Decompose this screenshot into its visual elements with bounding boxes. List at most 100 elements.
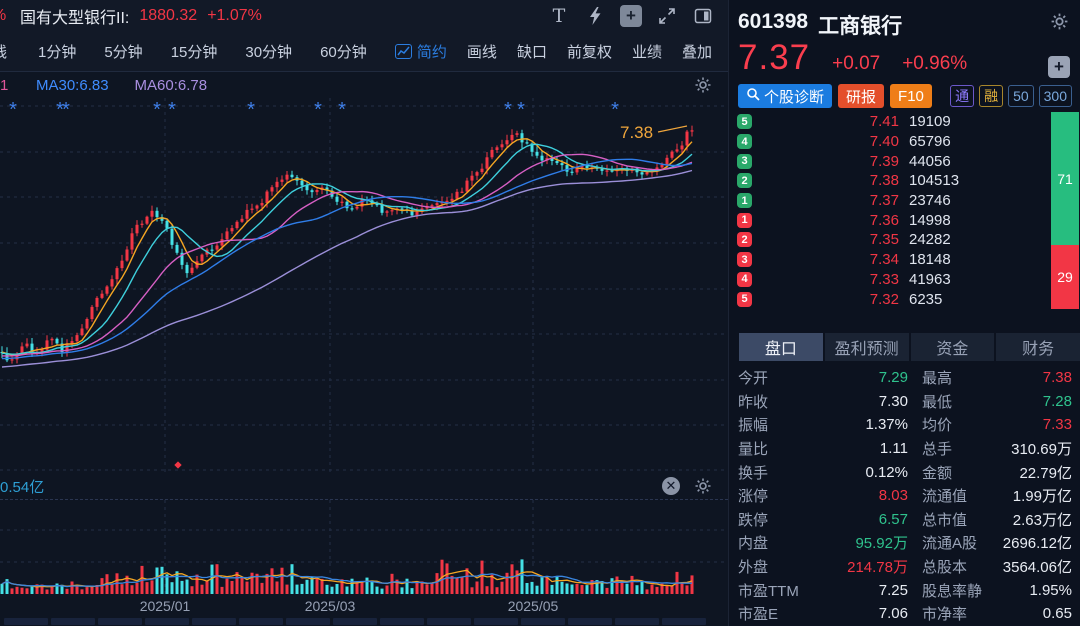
navigator-segment[interactable] xyxy=(521,618,565,625)
clipped-timeframe-tab[interactable]: 线 xyxy=(0,41,10,62)
ask-volume: 23746 xyxy=(909,192,951,210)
stat-value: 0.65 xyxy=(1042,605,1072,623)
index-change: +1.07% xyxy=(207,7,262,24)
stat-value: 1.37% xyxy=(865,416,908,434)
navigator-segment[interactable] xyxy=(333,618,377,625)
bid-row-4[interactable]: 4 7.33 41963 xyxy=(729,270,1080,290)
stat-value: 2696.12亿 xyxy=(1002,535,1072,553)
main-chart-settings-gear-icon[interactable] xyxy=(694,76,712,94)
stat-label: 市盈E xyxy=(738,606,779,624)
navigator-segment[interactable] xyxy=(662,618,706,625)
chart-tool-label: 画线 xyxy=(466,44,497,61)
price-quote: 7.37 +0.07 +0.96% xyxy=(738,38,967,78)
stat-value: 7.29 xyxy=(878,369,908,387)
chart-tool-5[interactable]: 业绩 xyxy=(632,41,662,62)
market-badge-300[interactable]: 300 xyxy=(1038,85,1072,107)
market-badge-50[interactable]: 50 xyxy=(1008,85,1034,107)
action-button-2[interactable]: 研报 xyxy=(838,84,885,108)
timeframe-tab-4[interactable]: 30分钟 xyxy=(245,44,293,61)
ask-volume: 44056 xyxy=(909,152,951,170)
add-watchlist-button[interactable]: + xyxy=(1048,56,1070,78)
index-name: 国有大型银行II: xyxy=(20,10,130,27)
date-axis: 2025/01 2025/03 2025/05 xyxy=(0,595,728,618)
ask-price: 7.41 xyxy=(869,113,899,131)
volume-panel-icons: ✕ xyxy=(662,477,712,495)
navigator-segment[interactable] xyxy=(427,618,471,625)
timeframe-tab-5[interactable]: 60分钟 xyxy=(320,44,367,61)
navigator-segment[interactable] xyxy=(380,618,424,625)
bid-row-1[interactable]: 1 7.36 14998 xyxy=(729,210,1080,230)
navigator-segment[interactable] xyxy=(51,618,95,625)
detail-tab-4[interactable]: 财务 xyxy=(996,333,1080,361)
navigator-segment[interactable] xyxy=(568,618,612,625)
ask-level-badge: 3 xyxy=(737,153,752,169)
date-label: 2025/05 xyxy=(507,598,559,614)
chart-tool-1[interactable]: 简约 xyxy=(394,41,447,62)
navigator-segment[interactable] xyxy=(615,618,659,625)
ask-row-4[interactable]: 4 7.40 65796 xyxy=(729,132,1080,152)
stat-row: 内盘 95.92万 流通A股 2696.12亿 xyxy=(738,531,1072,555)
navigator-segment[interactable] xyxy=(98,618,142,625)
ask-price: 7.38 xyxy=(869,172,899,190)
navigator-segment[interactable] xyxy=(474,618,518,625)
split-panel-icon[interactable] xyxy=(692,5,714,27)
timeframe-tab-1[interactable]: 1分钟 xyxy=(38,44,77,61)
bid-row-3[interactable]: 3 7.34 18148 xyxy=(729,250,1080,270)
navigator-segment[interactable] xyxy=(286,618,330,625)
timeframe-tab-3[interactable]: 15分钟 xyxy=(170,44,218,61)
panel-settings-gear-icon[interactable] xyxy=(1050,12,1068,30)
chart-tool-4[interactable]: 前复权 xyxy=(567,41,612,62)
navigator-segment[interactable] xyxy=(192,618,236,625)
text-tool-icon[interactable]: T xyxy=(552,5,566,27)
chart-tool-label: 简约 xyxy=(416,44,447,61)
navigator-segment[interactable] xyxy=(145,618,189,625)
last-price: 7.37 xyxy=(738,38,811,77)
fullscreen-icon[interactable] xyxy=(656,5,678,27)
ask-level-badge: 1 xyxy=(737,193,752,209)
bid-row-2[interactable]: 2 7.35 24282 xyxy=(729,230,1080,250)
volume-chart[interactable] xyxy=(0,500,728,595)
crosshair-add-icon[interactable]: + xyxy=(620,5,642,27)
market-badge-融[interactable]: 融 xyxy=(979,85,1004,107)
ask-row-2[interactable]: 2 7.38 104513 xyxy=(729,171,1080,191)
navigator-segment[interactable] xyxy=(4,618,48,625)
bid-row-5[interactable]: 5 7.32 6235 xyxy=(729,289,1080,309)
chart-tool-6[interactable]: 叠加 xyxy=(682,41,712,62)
detail-tabs: 盘口 盈利预测 资金 财务 xyxy=(739,333,1080,361)
detail-tab-3[interactable]: 资金 xyxy=(910,333,995,361)
bid-volume: 6235 xyxy=(909,290,943,308)
close-panel-icon[interactable]: ✕ xyxy=(662,477,680,495)
event-star-marker: * xyxy=(56,99,64,121)
detail-tab-1[interactable]: 盘口 xyxy=(739,333,823,361)
navigator-segment[interactable] xyxy=(239,618,283,625)
stat-label: 总市值 xyxy=(922,511,968,529)
action-button-1[interactable]: 个股诊断 xyxy=(738,84,833,108)
ma30-label: MA30:6.83 xyxy=(36,76,109,94)
stat-label: 股息率静 xyxy=(922,582,983,600)
ask-volume: 19109 xyxy=(909,113,951,131)
ask-row-1[interactable]: 1 7.37 23746 xyxy=(729,191,1080,211)
timeframe-tab-2[interactable]: 5分钟 xyxy=(104,44,143,61)
stat-label: 振幅 xyxy=(738,417,769,435)
magnifier-icon xyxy=(746,87,760,105)
market-badge-通[interactable]: 通 xyxy=(950,85,975,107)
chart-tool-2[interactable]: 画线 xyxy=(467,41,497,62)
bottom-navigator-strip[interactable] xyxy=(0,618,728,626)
stat-value: 0.12% xyxy=(865,463,908,481)
stat-label: 流通值 xyxy=(922,488,968,506)
sector-index-quote[interactable]: % 国有大型银行II: 1880.32 +1.07% xyxy=(0,4,262,28)
ask-row-5[interactable]: 5 7.41 19109 xyxy=(729,112,1080,132)
chart-tool-3[interactable]: 缺口 xyxy=(517,41,547,62)
volume-panel-settings-gear-icon[interactable] xyxy=(694,477,712,495)
detail-tab-2[interactable]: 盈利预测 xyxy=(824,333,909,361)
event-star-marker: * xyxy=(338,99,346,121)
ask-row-3[interactable]: 3 7.39 44056 xyxy=(729,151,1080,171)
event-star-marker: * xyxy=(153,99,161,121)
stat-value: 7.30 xyxy=(878,392,908,410)
chart-tool-label: 前复权 xyxy=(566,44,612,61)
chart-toolbar: 简约 画线 缺口 前复权 业绩 叠加 xyxy=(394,41,712,62)
latest-price-tag: 7.38 xyxy=(620,123,653,142)
action-button-3[interactable]: F10 xyxy=(890,84,932,108)
lightning-icon[interactable] xyxy=(584,5,606,27)
candlestick-chart[interactable]: * ** * * * * * * * *7.38 xyxy=(0,98,728,473)
